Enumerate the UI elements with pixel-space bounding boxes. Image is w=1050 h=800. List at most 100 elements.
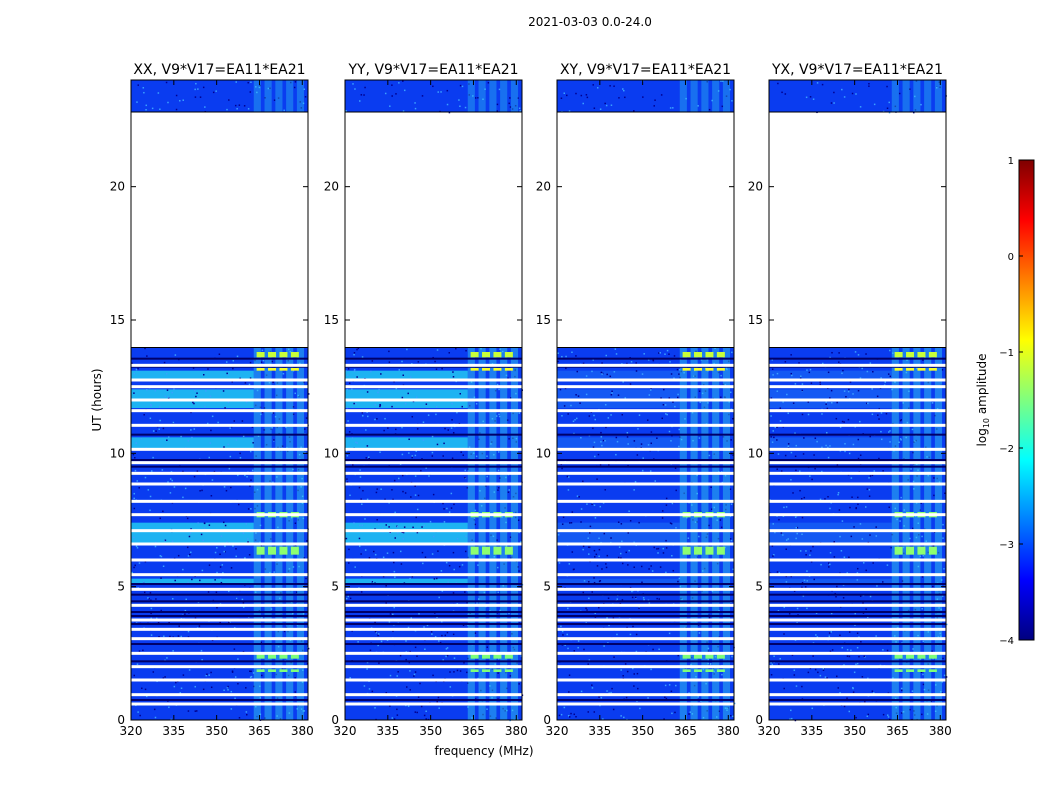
rfi-patch [279, 368, 288, 371]
gap-row [345, 482, 522, 486]
noise-pixel [139, 714, 141, 717]
noise-pixel [259, 685, 261, 688]
noise-pixel [410, 496, 412, 498]
noise-pixel [936, 598, 939, 600]
noise-pixel [665, 571, 667, 574]
noise-pixel [920, 671, 923, 674]
noise-pixel [247, 541, 249, 543]
flagged-row [131, 615, 308, 617]
noise-pixel [509, 675, 512, 677]
rfi-patch [917, 669, 926, 672]
noise-pixel [717, 645, 719, 648]
rfi-patch [928, 653, 937, 659]
noise-pixel [882, 581, 884, 583]
noise-pixel [264, 717, 266, 719]
noise-pixel [886, 649, 889, 652]
band [131, 578, 254, 584]
noise-pixel [821, 413, 823, 415]
gap-row [345, 471, 522, 475]
noise-pixel [349, 494, 351, 497]
noise-pixel [408, 661, 411, 664]
noise-pixel [694, 375, 696, 377]
noise-pixel [925, 540, 928, 542]
noise-pixel [617, 394, 620, 396]
noise-pixel [855, 716, 857, 719]
gap-row [769, 603, 946, 607]
rfi-patch [290, 368, 299, 371]
noise-pixel [690, 663, 692, 666]
noise-pixel [839, 692, 841, 694]
gap-row [557, 573, 734, 577]
y-tick-label: 15 [748, 313, 763, 327]
noise-pixel [428, 475, 430, 477]
noise-pixel [588, 659, 591, 661]
noise-pixel [600, 436, 603, 438]
noise-pixel [402, 110, 405, 112]
rfi-column [934, 347, 943, 720]
noise-pixel [824, 498, 826, 500]
rfi-column [891, 80, 899, 112]
noise-pixel [795, 685, 798, 687]
noise-pixel [512, 496, 515, 498]
noise-pixel [272, 381, 274, 383]
noise-pixel [294, 392, 296, 395]
noise-pixel [374, 404, 376, 406]
noise-pixel [234, 676, 237, 678]
flagged-row [557, 623, 734, 625]
noise-pixel [612, 708, 615, 711]
noise-pixel [908, 88, 911, 90]
noise-pixel [297, 468, 300, 471]
band [769, 370, 892, 379]
x-tick-label: 350 [631, 724, 654, 738]
noise-pixel [807, 671, 810, 674]
noise-pixel [248, 383, 251, 386]
flagged-row [557, 600, 734, 603]
noise-pixel [388, 502, 390, 504]
noise-pixel [683, 371, 685, 374]
noise-pixel [245, 523, 248, 525]
noise-pixel [393, 380, 395, 383]
noise-pixel [729, 538, 732, 540]
noise-pixel [909, 537, 911, 540]
noise-pixel [220, 535, 223, 537]
noise-pixel [421, 551, 424, 554]
noise-pixel [298, 565, 300, 568]
x-tick-label: 380 [505, 724, 528, 738]
noise-pixel [895, 712, 898, 714]
noise-pixel [385, 524, 387, 526]
noise-pixel [173, 685, 176, 688]
noise-pixel [854, 624, 856, 626]
noise-pixel [938, 81, 941, 83]
noise-pixel [771, 545, 774, 547]
noise-pixel [788, 613, 791, 615]
noise-pixel [345, 597, 348, 600]
gap-row [131, 385, 308, 389]
noise-pixel [231, 670, 234, 672]
noise-pixel [414, 711, 417, 713]
noise-pixel [506, 419, 509, 421]
noise-pixel [247, 108, 250, 110]
noise-pixel [895, 641, 897, 643]
noise-pixel [582, 545, 585, 548]
noise-pixel [225, 489, 228, 492]
noise-pixel [432, 493, 435, 496]
noise-pixel [410, 617, 412, 619]
noise-pixel [624, 397, 627, 399]
noise-pixel [414, 494, 417, 496]
axes-frame [768, 79, 947, 721]
noise-pixel [776, 390, 779, 393]
noise-pixel [358, 537, 361, 540]
noise-pixel [871, 413, 874, 416]
x-axis-label: frequency (MHz) [434, 744, 533, 758]
noise-pixel [276, 426, 278, 429]
noise-pixel [393, 606, 395, 609]
noise-pixel [630, 361, 633, 363]
noise-pixel [425, 718, 427, 720]
noise-pixel [900, 496, 902, 499]
noise-pixel [855, 93, 857, 95]
noise-pixel [292, 369, 295, 372]
noise-pixel [623, 716, 625, 719]
gap-row [557, 385, 734, 389]
noise-pixel [452, 633, 455, 636]
noise-pixel [599, 463, 602, 466]
